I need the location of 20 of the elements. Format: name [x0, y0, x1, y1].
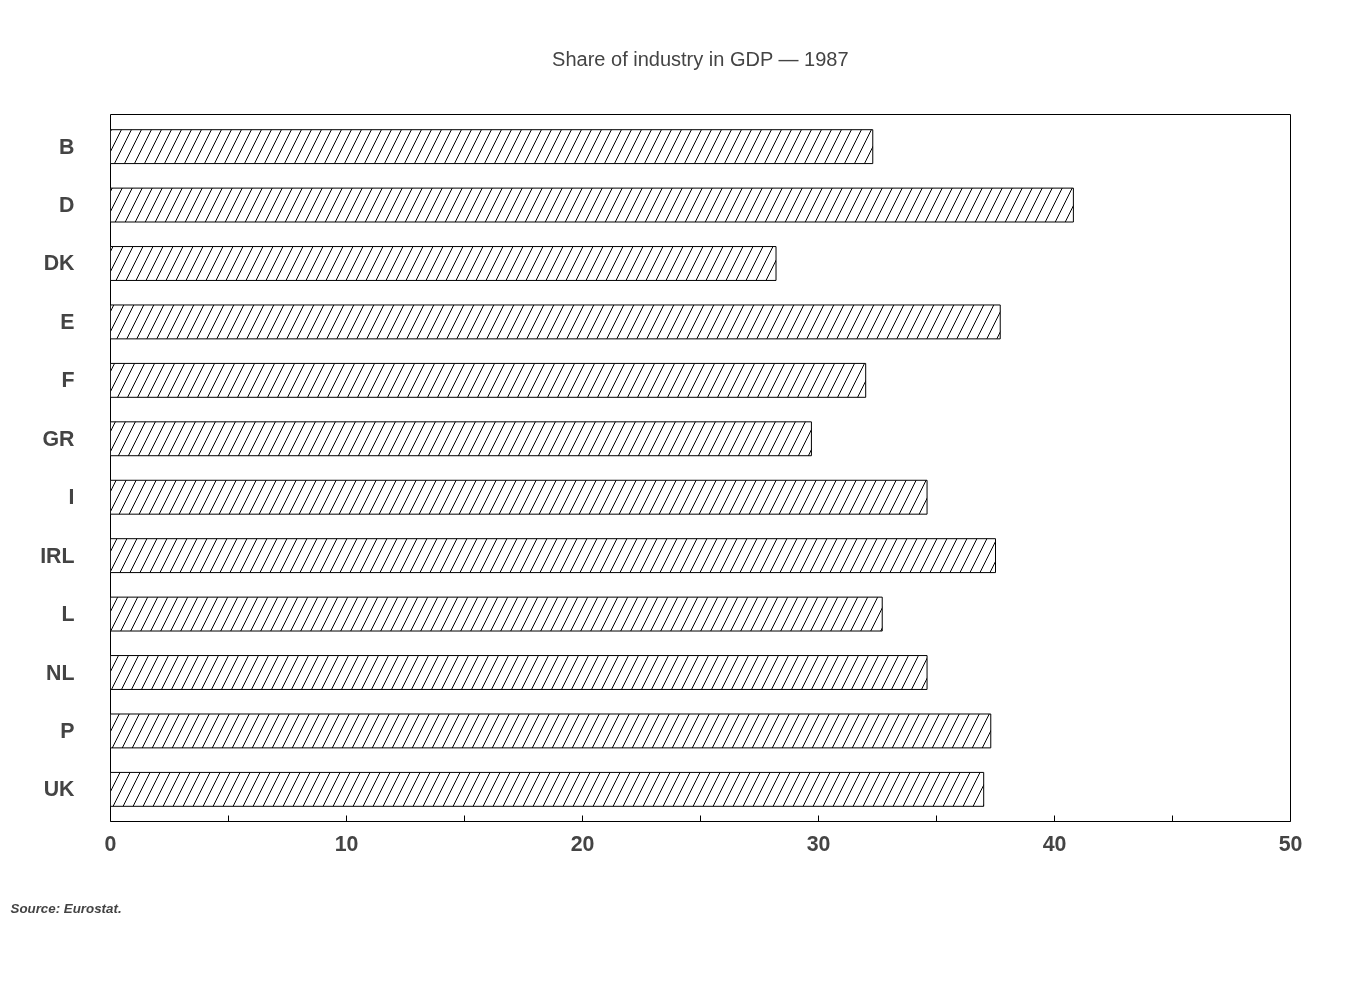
y-tick-label: UK — [43, 777, 76, 802]
y-tick-label: E — [60, 309, 75, 334]
y-tick-label: I — [68, 485, 75, 510]
x-tick-label: 40 — [1042, 831, 1067, 856]
chart-title: Share of industry in GDP — 1987 — [552, 47, 849, 70]
x-tick-label: 0 — [104, 831, 117, 856]
x-tick-label: 30 — [806, 831, 831, 856]
y-tick-label: B — [59, 134, 75, 159]
y-tick-label: L — [61, 602, 75, 627]
y-tick-label: F — [61, 368, 75, 393]
y-tick-label: NL — [46, 660, 75, 685]
y-tick-label: GR — [42, 426, 75, 451]
x-tick-label: 20 — [570, 831, 595, 856]
y-tick-label: DK — [43, 251, 76, 276]
x-tick-label: 10 — [334, 831, 359, 856]
y-tick-label: D — [59, 193, 75, 218]
x-tick-label: 50 — [1278, 831, 1303, 856]
y-tick-label: IRL — [40, 543, 75, 568]
source-note: Source: Eurostat. — [10, 900, 122, 916]
y-tick-label: P — [60, 718, 75, 743]
